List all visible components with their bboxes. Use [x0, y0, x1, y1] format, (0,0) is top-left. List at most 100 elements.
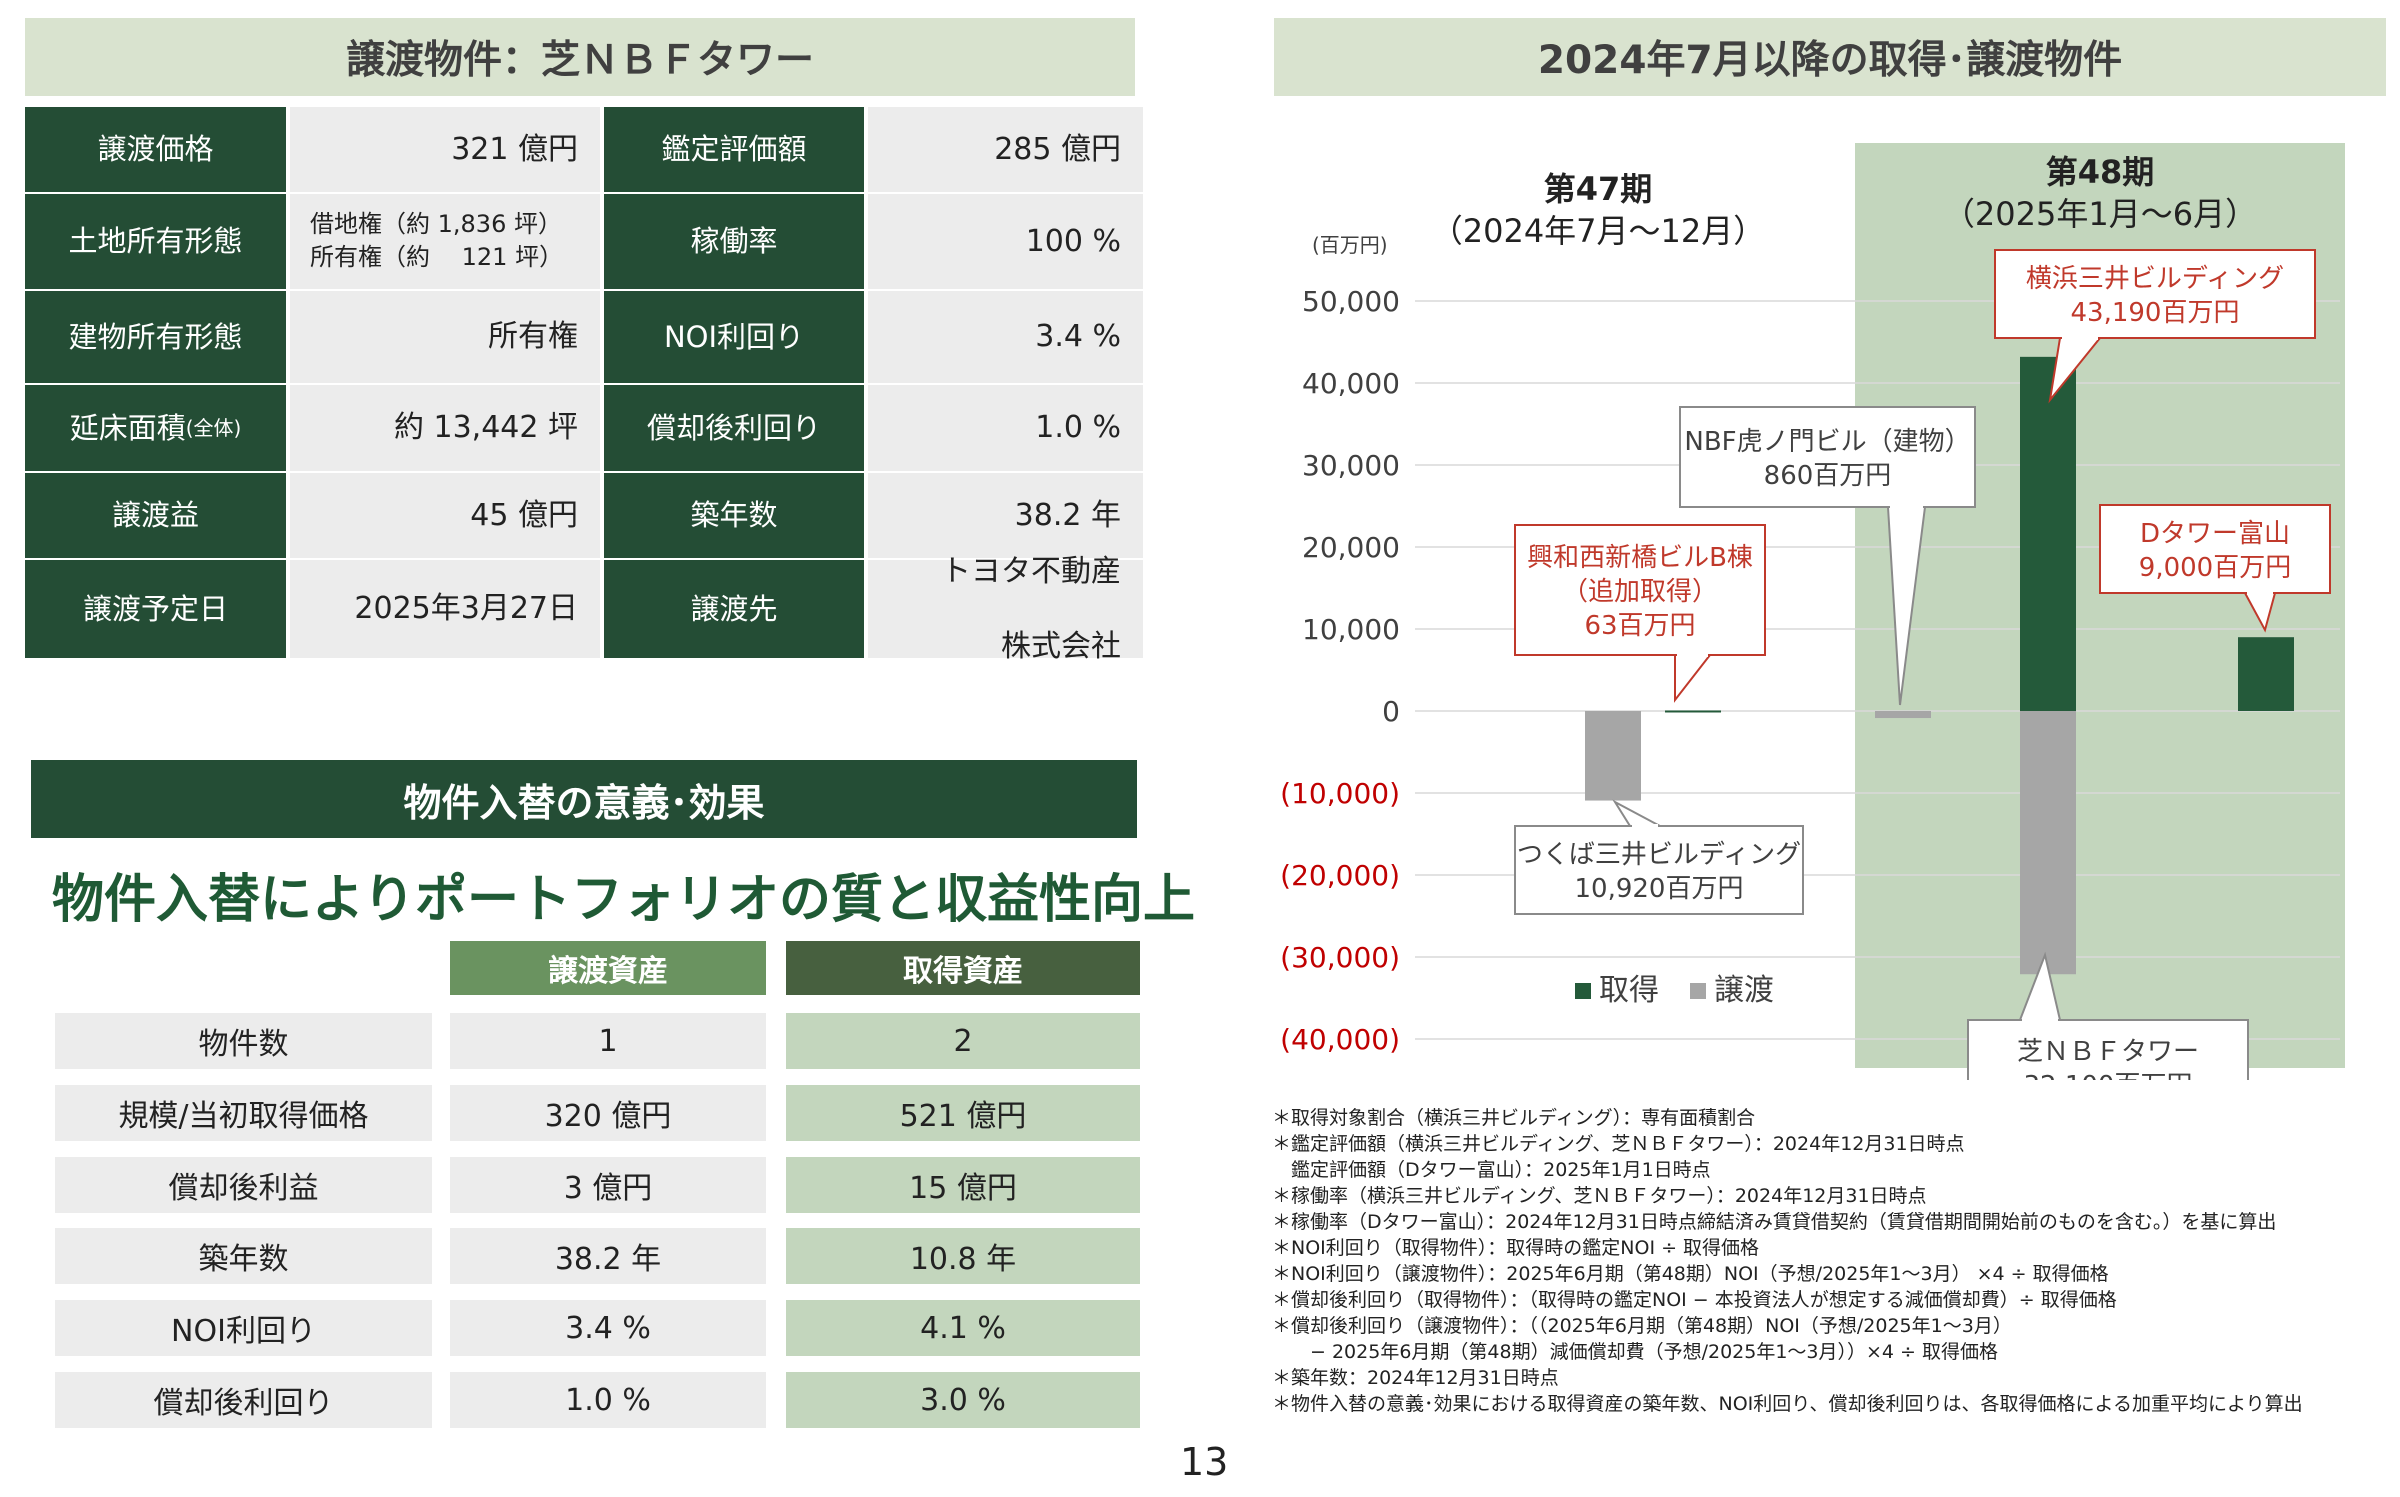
transfer-value: 1.0 % [450, 1372, 766, 1428]
callout-text: 43,190百万円 [2071, 298, 2240, 328]
callout-text: NBF虎ノ門ビル（建物） [1684, 427, 1970, 457]
footnote-line: ＊稼働率（Dタワー富山）：2024年12月31日時点締結済み賃貸借契約（賃貸借期… [1272, 1211, 2277, 1233]
footnote-line: ＊償却後利回り（譲渡物件）：（（2025年6月期（第48期）NOI（予想/202… [1272, 1315, 2012, 1337]
transfer-label: 譲渡先 [604, 560, 864, 658]
value-text-line2: 所有権（約 121 坪） [310, 243, 564, 272]
transfer-value: 約 13,442 坪 [290, 385, 600, 471]
y-tick-label: 0 [1382, 695, 1400, 728]
transfer-bar [2020, 711, 2076, 975]
acquire-value: 10.8 年 [786, 1228, 1140, 1284]
y-tick-label: 30,000 [1302, 449, 1400, 482]
transfer-value: 1 [450, 1013, 766, 1069]
value-text: 1.0 % [1035, 410, 1121, 446]
callout-text: 10,920百万円 [1575, 874, 1744, 904]
metric-label: 物件数 [55, 1013, 432, 1069]
callout-text: （追加取得） [1562, 577, 1718, 607]
label-text: 譲渡 [82, 591, 141, 626]
transfer-label: 土地 所有形態 [25, 194, 286, 289]
value-text: 3.4 % [1035, 319, 1121, 355]
acquire-bar [2020, 356, 2076, 711]
label-text: 延床面積 [69, 410, 186, 445]
value-text: 285 億円 [994, 131, 1121, 167]
value-text: 38.2 年 [1014, 497, 1121, 533]
transfer-header: 譲渡物件：芝ＮＢＦタワー [25, 18, 1135, 96]
callout-text: 860百万円 [1764, 461, 1892, 491]
value-text: 321 億円 [451, 131, 578, 167]
value-text: 100 % [1025, 223, 1121, 259]
transfer-label: 譲渡価格 [25, 107, 286, 192]
footnote-line: − 2025年6月期（第48期）減価償却費（予想/2025年1～3月））×4 ÷… [1272, 1341, 1999, 1363]
label-suffix: (全体) [185, 415, 242, 440]
acquire-bar [2238, 637, 2294, 711]
acquire-value: 15 億円 [786, 1157, 1140, 1213]
footnote-line: ＊NOI利回り（譲渡物件）：2025年6月期（第48期）NOI（予想/2025年… [1272, 1263, 2109, 1285]
label-text-line2: 所有形態 [126, 224, 243, 259]
footnote-line: ＊物件入替の意義･効果における取得資産の築年数、NOI利回り、償却後利回りは、各… [1272, 1393, 2303, 1415]
footnote-line: ＊NOI利回り（取得物件）：取得時の鑑定NOI ÷ 取得価格 [1272, 1237, 1760, 1259]
acquire-value: 2 [786, 1013, 1140, 1069]
transfer-value: 320 億円 [450, 1085, 766, 1141]
callout-text: 横浜三井ビルディング [2026, 264, 2284, 294]
callout-box [1514, 524, 1766, 656]
acquire-value: 521 億円 [786, 1085, 1140, 1141]
callout-text: 芝ＮＢＦタワー [2017, 1037, 2199, 1067]
value-text: 2025年3月27日 [354, 591, 578, 627]
metric-label: 償却後利回り [55, 1372, 432, 1428]
transfer-value: 3.4 % [450, 1300, 766, 1356]
callout-pointer [1674, 654, 1713, 703]
metric-label: 償却後利益 [55, 1157, 432, 1213]
value-text-line2: 株式会社 [1001, 628, 1121, 664]
callout-box [1994, 249, 2316, 339]
transfer-value: 285 億円 [868, 107, 1143, 192]
significance-headline: 物件入替によりポートフォリオの質と収益性向上 [52, 870, 1195, 930]
transfer-bar [1585, 711, 1641, 801]
y-tick-label: 50,000 [1302, 285, 1400, 318]
footnote-line: ＊築年数：2024年12月31日時点 [1272, 1367, 1559, 1389]
label-text: 譲渡益 [111, 498, 199, 533]
footnote-line: ＊鑑定評価額（横浜三井ビルディング、芝ＮＢＦタワー）：2024年12月31日時点 [1272, 1133, 1965, 1155]
transfer-value: 借地権（約 1,836 坪） 所有権（約 121 坪） [290, 194, 600, 289]
transfer-value: 321 億円 [290, 107, 600, 192]
transfer-label: 償却後利回り [604, 385, 864, 471]
metric-label: 規模/当初取得価格 [55, 1085, 432, 1141]
period-subtitle: （2024年7月～12月） [1431, 212, 1766, 250]
transfer-value: 1.0 % [868, 385, 1143, 471]
transfer-value: 45 億円 [290, 473, 600, 558]
y-tick-label: 40,000 [1302, 367, 1400, 400]
label-text-line2: 予定日 [141, 591, 229, 626]
metric-label: NOI利回り [55, 1300, 432, 1356]
transfer-label: 築年数 [604, 473, 864, 558]
legend-label: 取得 [1599, 973, 1659, 1008]
y-tick-label: (20,000) [1280, 859, 1400, 892]
y-tick-label: 20,000 [1302, 531, 1400, 564]
significance-header: 物件入替の意義･効果 [31, 760, 1137, 838]
transfer-label: 譲渡益 [25, 473, 286, 558]
period-subtitle: （2025年1月～6月） [1943, 195, 2257, 233]
transfer-bar [1875, 711, 1931, 719]
acquire-bar [1665, 710, 1721, 713]
page-number: 13 [1180, 1440, 1229, 1484]
transfer-label: 稼働率 [604, 194, 864, 289]
acquire-value: 3.0 % [786, 1372, 1140, 1428]
callout-text: 63百万円 [1584, 611, 1695, 641]
footnote-line: ＊稼働率（横浜三井ビルディング、芝ＮＢＦタワー）：2024年12月31日時点 [1272, 1185, 1927, 1207]
metric-label: 築年数 [55, 1228, 432, 1284]
value-text: 45 億円 [470, 497, 578, 533]
y-tick-label: (40,000) [1280, 1023, 1400, 1056]
col-header-acquire: 取得資産 [786, 941, 1140, 995]
footnote-line: ＊取得対象割合（横浜三井ビルディング）：専有面積割合 [1272, 1107, 1756, 1129]
transfer-label: 延床面積 (全体) [25, 385, 286, 471]
callout-text: 9,000百万円 [2139, 553, 2291, 583]
value-text: 所有権 [488, 319, 578, 355]
callout-pointer [1612, 799, 1661, 827]
period-title: 第48期 [2046, 153, 2155, 191]
transfer-label: 譲渡 予定日 [25, 560, 286, 658]
footnotes: ＊取得対象割合（横浜三井ビルディング）：専有面積割合 ＊鑑定評価額（横浜三井ビルデ… [1272, 1105, 2303, 1417]
transfer-label: 建物 所有形態 [25, 291, 286, 383]
transfer-value: トヨタ不動産 株式会社 [868, 554, 1143, 664]
col-header-transfer: 譲渡資産 [450, 941, 766, 995]
callout-text: 興和西新橋ビルB棟 [1527, 543, 1753, 573]
label-text-line2: 所有形態 [126, 319, 243, 354]
callout-box [1514, 825, 1804, 915]
label-text: 建物 [68, 319, 127, 354]
